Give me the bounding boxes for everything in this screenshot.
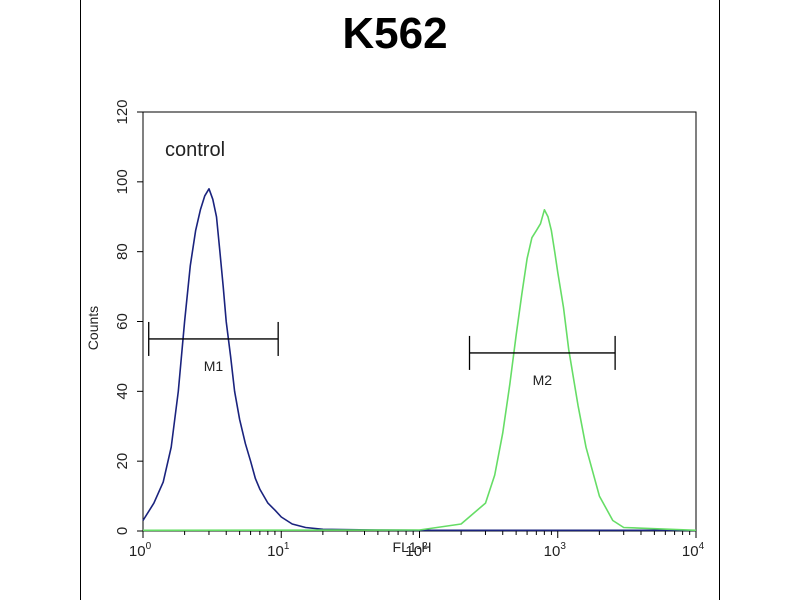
y-axis-label: Counts [85, 306, 101, 350]
series-layer [142, 188, 697, 532]
x-axis-label: FL1-H [393, 539, 432, 555]
figure-frame [80, 0, 720, 600]
chart-title: K562 [342, 9, 447, 58]
x-tick-exponent: 0 [146, 541, 152, 552]
x-tick-label: 100 [129, 541, 152, 560]
x-axis: 100 101 102 103 104 [129, 531, 705, 560]
y-tick-label: 0 [114, 527, 131, 535]
x-tick-base: 10 [682, 543, 699, 560]
y-tick-label: 100 [114, 169, 131, 194]
x-tick-exponent: 4 [699, 541, 705, 552]
series-line-1 [142, 188, 696, 532]
x-tick-exponent: 3 [560, 541, 566, 552]
marker-layer: M1 M2 [148, 321, 616, 388]
control-annotation: control [165, 139, 225, 161]
y-tick-label: 20 [114, 453, 131, 470]
y-axis: 0 20 40 60 80 100 120 [114, 99, 143, 535]
marker-label: M2 [533, 372, 553, 388]
x-tick-label: 103 [544, 541, 567, 560]
x-tick-base: 10 [544, 543, 561, 560]
x-tick-base: 10 [267, 543, 284, 560]
y-tick-label: 80 [114, 243, 131, 260]
x-tick-label: 104 [682, 541, 705, 560]
y-tick-label: 40 [114, 383, 131, 400]
y-tick-label: 120 [114, 99, 131, 124]
marker-label: M1 [204, 358, 224, 374]
y-tick-label: 60 [114, 313, 131, 330]
x-tick-exponent: 1 [284, 541, 290, 552]
x-tick-label: 101 [267, 541, 290, 560]
series-line-2 [142, 209, 697, 532]
x-tick-base: 10 [405, 543, 422, 560]
x-tick-base: 10 [129, 543, 146, 560]
x-tick-exponent: 2 [422, 541, 428, 552]
x-tick-label: 102 [405, 541, 428, 560]
